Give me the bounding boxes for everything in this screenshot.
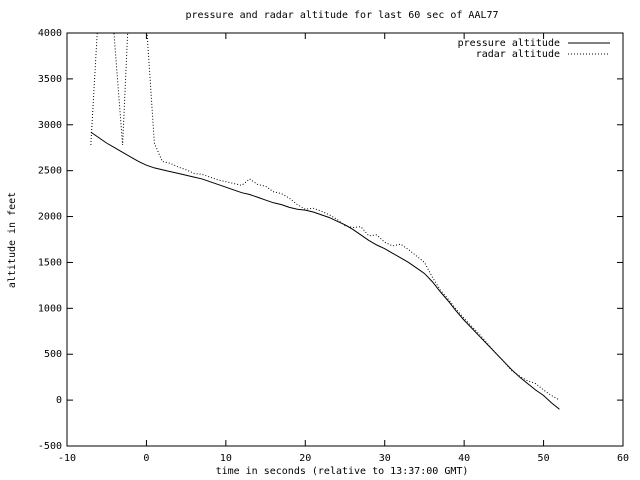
x-axis-label: time in seconds (relative to 13:37:00 GM… xyxy=(216,466,469,477)
series-line xyxy=(90,131,560,410)
legend-label: pressure altitude xyxy=(458,38,560,49)
y-tick-label: 2500 xyxy=(38,166,62,177)
y-tick-label: 4000 xyxy=(38,28,62,39)
plot-frame xyxy=(66,32,624,447)
y-tick-label: 3500 xyxy=(38,74,62,85)
y-tick-label: 1500 xyxy=(38,257,62,268)
x-tick-label: 10 xyxy=(220,453,232,464)
legend-label: radar altitude xyxy=(476,49,560,60)
y-tick-label: -500 xyxy=(38,441,62,452)
y-tick-label: 500 xyxy=(44,349,62,360)
x-tick-label: 60 xyxy=(617,453,629,464)
series-line xyxy=(90,33,560,401)
y-tick-label: 0 xyxy=(56,395,62,406)
x-tick-label: 50 xyxy=(538,453,550,464)
x-tick-label: 30 xyxy=(379,453,391,464)
y-tick-label: 3000 xyxy=(38,120,62,131)
x-tick-label: 20 xyxy=(299,453,311,464)
x-tick-label: 40 xyxy=(458,453,470,464)
y-axis-label: altitude in feet xyxy=(7,192,18,288)
x-tick-label: 0 xyxy=(143,453,149,464)
y-tick-label: 2000 xyxy=(38,212,62,223)
chart-title: pressure and radar altitude for last 60 … xyxy=(185,10,498,21)
y-tick-label: 1000 xyxy=(38,303,62,314)
x-tick-label: -10 xyxy=(58,453,76,464)
